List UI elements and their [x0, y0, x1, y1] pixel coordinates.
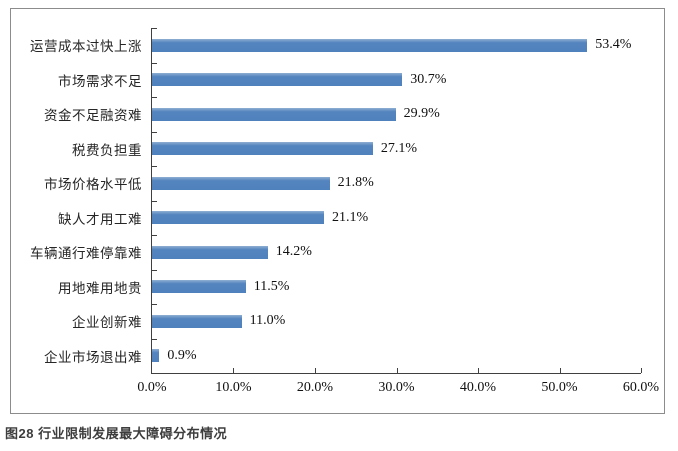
category-label: 缺人才用工难	[58, 211, 142, 227]
y-axis-tick-mark	[152, 28, 157, 29]
bar-row: 运营成本过快上涨 53.4%	[30, 28, 641, 63]
bar-track: 14.2%	[152, 244, 641, 260]
chart-frame: 运营成本过快上涨 53.4% 市场需求不足 30.7% 资金不足融资难 29.9…	[10, 8, 665, 414]
bar-row: 车辆通行难停靠难 14.2%	[30, 235, 641, 270]
category-label: 市场价格水平低	[44, 177, 142, 193]
y-axis-tick-mark	[152, 338, 157, 340]
bar	[152, 245, 268, 259]
category-label: 企业市场退出难	[44, 349, 142, 365]
bar-row: 缺人才用工难 21.1%	[58, 201, 641, 236]
x-axis-tick-mark	[477, 368, 479, 373]
bar-track: 0.9%	[152, 348, 641, 364]
category-label: 企业创新难	[72, 315, 142, 331]
bar-row: 税费负担重 27.1%	[72, 132, 641, 167]
value-label: 30.7%	[410, 71, 447, 87]
bar-track: 30.7%	[152, 72, 641, 88]
x-axis-tick-label: 30.0%	[378, 380, 415, 395]
bar-rows: 运营成本过快上涨 53.4% 市场需求不足 30.7% 资金不足融资难 29.9…	[30, 28, 641, 374]
category-label: 用地难用地贵	[58, 280, 142, 296]
bar-track: 29.9%	[152, 106, 641, 122]
y-axis-tick-mark	[152, 235, 157, 236]
x-axis-tick-label: 10.0%	[215, 380, 252, 395]
bar-row: 用地难用地贵 11.5%	[58, 270, 641, 305]
bar	[152, 38, 588, 52]
y-axis-tick-mark	[152, 200, 157, 202]
bar-row: 资金不足融资难 29.9%	[44, 97, 641, 132]
bar-row: 企业创新难 11.0%	[72, 304, 641, 339]
figure-caption: 图28 行业限制发展最大障碍分布情况	[5, 426, 228, 441]
value-label: 14.2%	[275, 244, 312, 260]
y-axis-tick-mark	[152, 97, 157, 98]
x-axis-tick-mark	[314, 368, 316, 373]
bar-row: 市场需求不足 30.7%	[58, 63, 641, 98]
y-axis-tick-mark	[152, 62, 157, 64]
bar	[152, 176, 330, 190]
x-axis: 0.0% 10.0% 20.0% 30.0% 40.0% 50.0% 60.0%	[137, 380, 659, 402]
x-axis-tick-label: 60.0%	[622, 380, 660, 395]
category-label: 税费负担重	[72, 142, 142, 158]
bar-track: 53.4%	[152, 37, 641, 53]
bar-track: 21.8%	[152, 175, 641, 191]
bar	[152, 349, 160, 363]
y-axis-tick-mark	[152, 166, 157, 167]
bar-row: 企业市场退出难 0.9%	[44, 339, 641, 374]
value-label: 21.8%	[337, 175, 374, 191]
bar-chart-plot-area: 运营成本过快上涨 53.4% 市场需求不足 30.7% 资金不足融资难 29.9…	[30, 28, 659, 395]
bar	[152, 107, 396, 121]
value-label: 27.1%	[380, 140, 418, 156]
category-label: 资金不足融资难	[44, 108, 142, 124]
x-axis-tick-mark	[233, 368, 235, 373]
x-axis-tick-mark	[559, 368, 561, 373]
value-label: 21.1%	[331, 209, 369, 225]
bar-track: 11.0%	[152, 313, 641, 329]
y-axis-tick-mark	[152, 269, 157, 271]
category-label: 运营成本过快上涨	[30, 39, 142, 55]
y-axis-tick-mark	[152, 304, 157, 305]
x-axis-tick-label: 50.0%	[541, 380, 578, 395]
x-axis-tick-mark	[396, 368, 398, 373]
bar-row: 市场价格水平低 21.8%	[44, 166, 641, 201]
y-axis-tick-mark	[152, 373, 157, 374]
x-axis-tick-label: 40.0%	[459, 380, 497, 395]
bar	[152, 73, 403, 87]
bar-track: 21.1%	[152, 210, 641, 226]
x-axis-tick-label: 0.0%	[137, 380, 167, 395]
bar	[152, 314, 242, 328]
y-axis-tick-mark	[152, 131, 157, 133]
bar	[152, 211, 324, 225]
bar-track: 11.5%	[152, 279, 641, 295]
x-axis-tick-mark	[641, 368, 642, 373]
bar	[152, 142, 373, 156]
value-label: 11.5%	[253, 278, 290, 294]
bar	[152, 280, 246, 294]
category-label: 市场需求不足	[58, 73, 142, 89]
value-label: 0.9%	[167, 347, 197, 363]
x-axis-tick-label: 20.0%	[296, 380, 334, 395]
value-label: 29.9%	[403, 106, 440, 122]
bar-track: 27.1%	[152, 141, 641, 157]
category-label: 车辆通行难停靠难	[30, 246, 142, 262]
value-label: 11.0%	[249, 313, 286, 329]
value-label: 53.4%	[595, 37, 632, 53]
